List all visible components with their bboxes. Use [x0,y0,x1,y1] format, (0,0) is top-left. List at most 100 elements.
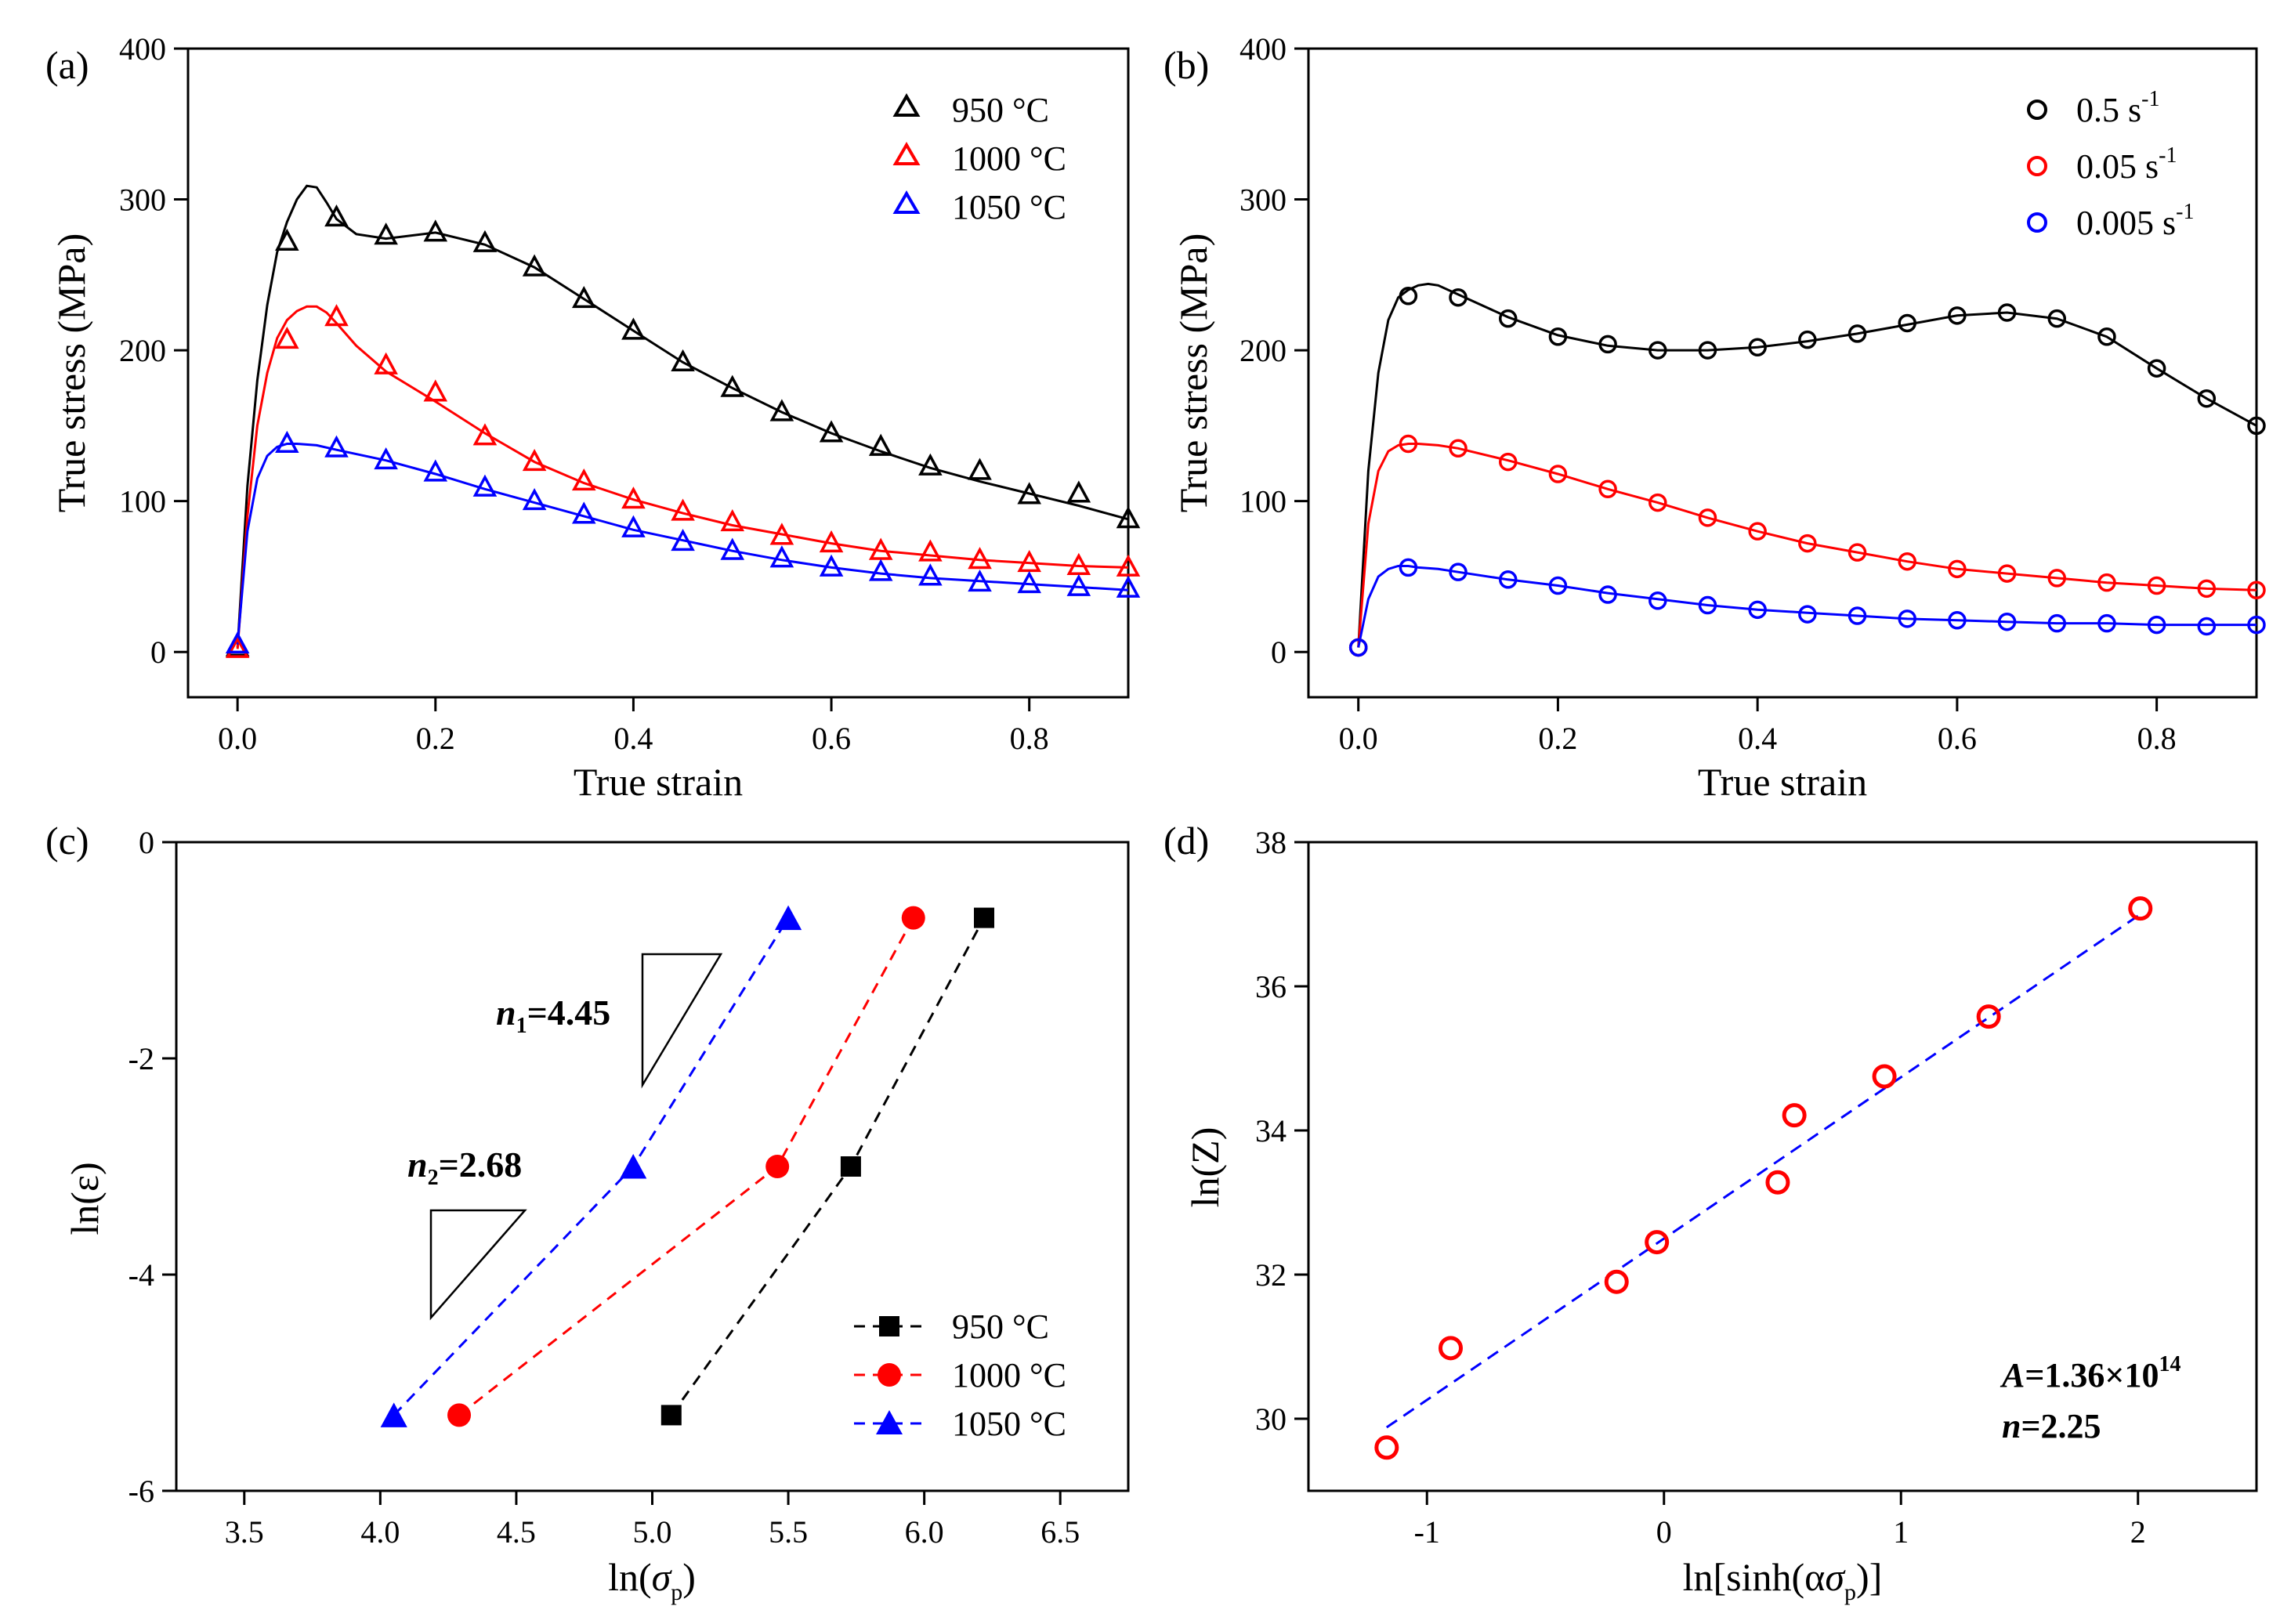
data-point [1548,576,1568,595]
x-tick-label: 0.8 [1010,721,1049,756]
fit-curves [236,184,1129,649]
y-tick-label: -6 [128,1474,154,1509]
data-point [1449,439,1468,458]
x-tick-label: 0.6 [812,721,851,756]
panel-d: -1 0 1 2 30 32 34 36 38 ln[sinh(ασp)] ln(Z) A=1… [1183,825,2258,1605]
x-tick-label: 6.5 [1040,1514,1080,1550]
data-point [621,486,646,509]
panel-label-d: (d) [1164,819,1209,863]
data-point [968,569,992,592]
legend-marker-0p005 [2027,212,2047,233]
data-point [2097,573,2116,592]
legend-marker-1050 [876,1410,903,1434]
slope-triangle-n2 [429,1209,527,1321]
panel-c: 3.5 4.0 4.5 5.0 5.5 6.0 6.5 0 -2 -4 -6 ln(σp) ln(… [63,825,1130,1605]
panel-label-c: (c) [45,819,89,863]
data-point [620,1154,647,1179]
fit-curve-0 [1357,282,2257,648]
data-point [2097,327,2116,346]
y-tick-label: 400 [119,31,166,67]
plot-frame [1307,841,2258,1492]
data-point [819,420,844,443]
panel-label-b: (b) [1164,43,1209,87]
data-point [621,317,646,340]
data-point [275,326,299,349]
x-tick-label: 0.0 [218,721,257,756]
data-point [868,559,893,581]
fit-line-0 [670,917,986,1416]
slope-annotation-n2: n2=2.68 [407,1145,527,1321]
x-tick-label: 0.4 [613,721,653,756]
data-point [1976,1004,2001,1029]
legend-marker-950 [879,1316,899,1336]
data-point [671,498,695,521]
x-tick-label: 4.5 [497,1514,536,1550]
data-point [447,1403,472,1427]
data-markers [380,905,995,1427]
data-point [968,547,992,570]
plot-frame [1307,47,2258,699]
data-point [1698,595,1717,615]
data-point [1798,605,1817,624]
data-point [374,447,398,470]
y-axis-label: ln(Z) [1183,1127,1227,1208]
data-point [720,374,745,397]
data-point [1548,465,1568,483]
data-point [2097,613,2116,633]
y-tick-label: 100 [1240,484,1287,519]
legend-label-0p05: 0.05 s-1 [2076,143,2177,186]
panel-a: 0.0 0.2 0.4 0.6 0.8 0 100 200 300 400 True strai… [49,31,1141,804]
legend-label-1000: 1000 °C [952,139,1066,178]
x-axis-label: True strain [574,760,743,804]
y-axis-label: ln(ε) [63,1162,107,1235]
data-point [522,448,547,472]
data-markers [1348,287,2266,657]
data-point [472,474,498,497]
data-point [522,254,547,277]
data-point [774,905,802,931]
data-point [1439,1336,1463,1361]
y-tick-label: 32 [1255,1257,1287,1293]
x-tick-label: 2 [2130,1514,2146,1550]
y-ticks: 0 100 200 300 400 [1240,31,1308,670]
data-point [1116,575,1141,598]
x-tick-label: 3.5 [225,1514,264,1550]
plot-frame [186,47,1130,699]
data-point [423,459,448,482]
data-point [974,907,995,928]
panel-label-a: (a) [45,43,89,87]
data-point [472,423,498,446]
data-point [660,1405,682,1426]
data-point [472,230,498,252]
data-point [1066,552,1091,575]
y-tick-label: 200 [1240,333,1287,368]
x-tick-label: 6.0 [905,1514,944,1550]
fit-param-a: A=1.36×1014 [2000,1352,2181,1394]
data-point [1872,1064,1897,1089]
data-point [2047,569,2067,588]
fit-curve-1 [236,305,1129,649]
data-point [324,204,349,227]
data-point [1598,479,1617,499]
data-point [1399,287,1418,306]
y-tick-label: 36 [1255,969,1287,1004]
y-tick-label: -4 [128,1257,154,1293]
data-point [1765,1170,1790,1195]
data-point [1548,327,1568,346]
x-axis-label: ln(σp) [608,1555,696,1605]
data-point [571,285,596,309]
data-markers [1374,896,2153,1460]
data-point [868,537,893,560]
data-point [1604,1269,1629,1294]
data-point [1798,330,1817,349]
slope-triangle-n1 [641,953,723,1089]
data-point [819,554,844,577]
data-point [423,379,448,402]
data-point [1645,1230,1670,1255]
data-point [901,906,925,930]
slope-label-n2: n2=2.68 [407,1145,522,1190]
y-tick-label: -2 [128,1041,154,1076]
data-point [2247,615,2266,635]
data-point [2147,576,2166,595]
